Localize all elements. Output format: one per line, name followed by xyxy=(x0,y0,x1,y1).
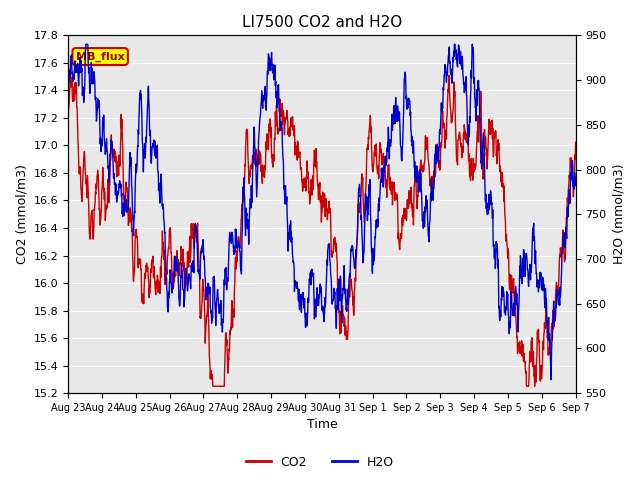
Y-axis label: H2O (mmol/m3): H2O (mmol/m3) xyxy=(612,164,625,264)
X-axis label: Time: Time xyxy=(307,419,337,432)
Y-axis label: CO2 (mmol/m3): CO2 (mmol/m3) xyxy=(15,164,28,264)
Title: LI7500 CO2 and H2O: LI7500 CO2 and H2O xyxy=(242,15,402,30)
Legend: CO2, H2O: CO2, H2O xyxy=(241,451,399,474)
Text: MB_flux: MB_flux xyxy=(76,51,125,62)
